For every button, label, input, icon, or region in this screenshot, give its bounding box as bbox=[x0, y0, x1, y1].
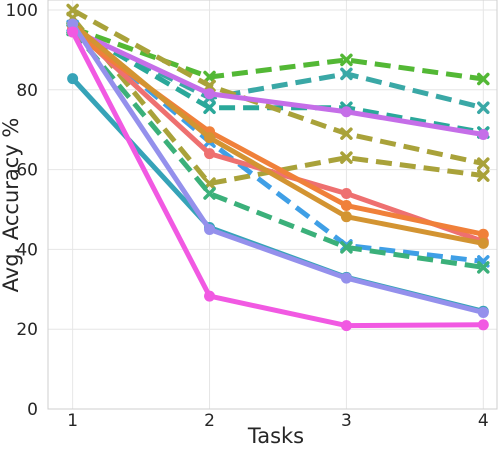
data-point bbox=[477, 101, 490, 115]
data-point bbox=[204, 88, 216, 100]
y-tick-label: 0 bbox=[27, 400, 38, 420]
tick-labels: 0 20 40 60 80 100 1 2 3 4 bbox=[6, 1, 489, 431]
series-line bbox=[70, 29, 486, 329]
data-point bbox=[477, 128, 489, 140]
data-point bbox=[340, 53, 353, 67]
x-tick-label: 1 bbox=[67, 411, 78, 431]
y-tick-label: 100 bbox=[6, 1, 38, 21]
y-tick-label: 20 bbox=[16, 320, 38, 340]
data-point bbox=[477, 319, 489, 331]
data-point bbox=[477, 228, 489, 240]
x-axis-label: Tasks bbox=[247, 424, 304, 448]
plot-frame bbox=[47, 0, 498, 410]
data-point bbox=[204, 132, 216, 144]
data-point bbox=[477, 157, 490, 170]
data-point bbox=[340, 200, 352, 212]
series-line bbox=[70, 27, 486, 137]
data-point bbox=[67, 73, 79, 85]
data-point bbox=[204, 223, 216, 235]
data-point bbox=[203, 70, 216, 84]
series-11 bbox=[67, 18, 489, 249]
data-point bbox=[203, 101, 216, 115]
data-point bbox=[340, 106, 352, 118]
series-14 bbox=[67, 26, 489, 332]
data-point bbox=[340, 67, 353, 81]
y-tick-label: 80 bbox=[16, 81, 38, 101]
series-13 bbox=[67, 18, 489, 318]
data-point bbox=[203, 79, 216, 93]
x-tick-label: 4 bbox=[478, 411, 489, 431]
data-point bbox=[340, 127, 353, 140]
series-4 bbox=[66, 3, 490, 170]
data-point bbox=[340, 241, 353, 254]
series-line bbox=[70, 21, 486, 315]
data-point bbox=[340, 272, 352, 284]
series-line bbox=[71, 7, 484, 167]
y-tick-label: 40 bbox=[16, 240, 38, 260]
series-group bbox=[66, 3, 490, 332]
data-point bbox=[340, 151, 353, 164]
data-point bbox=[204, 290, 216, 302]
series-line bbox=[70, 21, 486, 246]
series-line bbox=[70, 16, 484, 187]
data-point bbox=[203, 187, 216, 200]
data-point bbox=[340, 320, 352, 332]
series-line bbox=[70, 28, 484, 270]
data-point bbox=[67, 26, 79, 38]
series-line bbox=[71, 25, 484, 82]
data-point bbox=[477, 306, 489, 318]
x-tick-label: 2 bbox=[204, 411, 215, 431]
x-tick-label: 3 bbox=[341, 411, 352, 431]
series-line bbox=[71, 24, 484, 264]
series-line bbox=[70, 29, 486, 237]
y-axis-label: Avg. Accuracy % bbox=[0, 118, 23, 293]
data-point bbox=[340, 211, 352, 223]
data-point bbox=[477, 237, 489, 249]
data-point bbox=[67, 18, 79, 30]
data-point bbox=[204, 148, 216, 160]
data-point bbox=[477, 261, 490, 274]
data-point bbox=[340, 188, 352, 200]
data-point bbox=[477, 169, 490, 182]
data-point bbox=[477, 72, 490, 86]
y-tick-label: 60 bbox=[16, 161, 38, 181]
